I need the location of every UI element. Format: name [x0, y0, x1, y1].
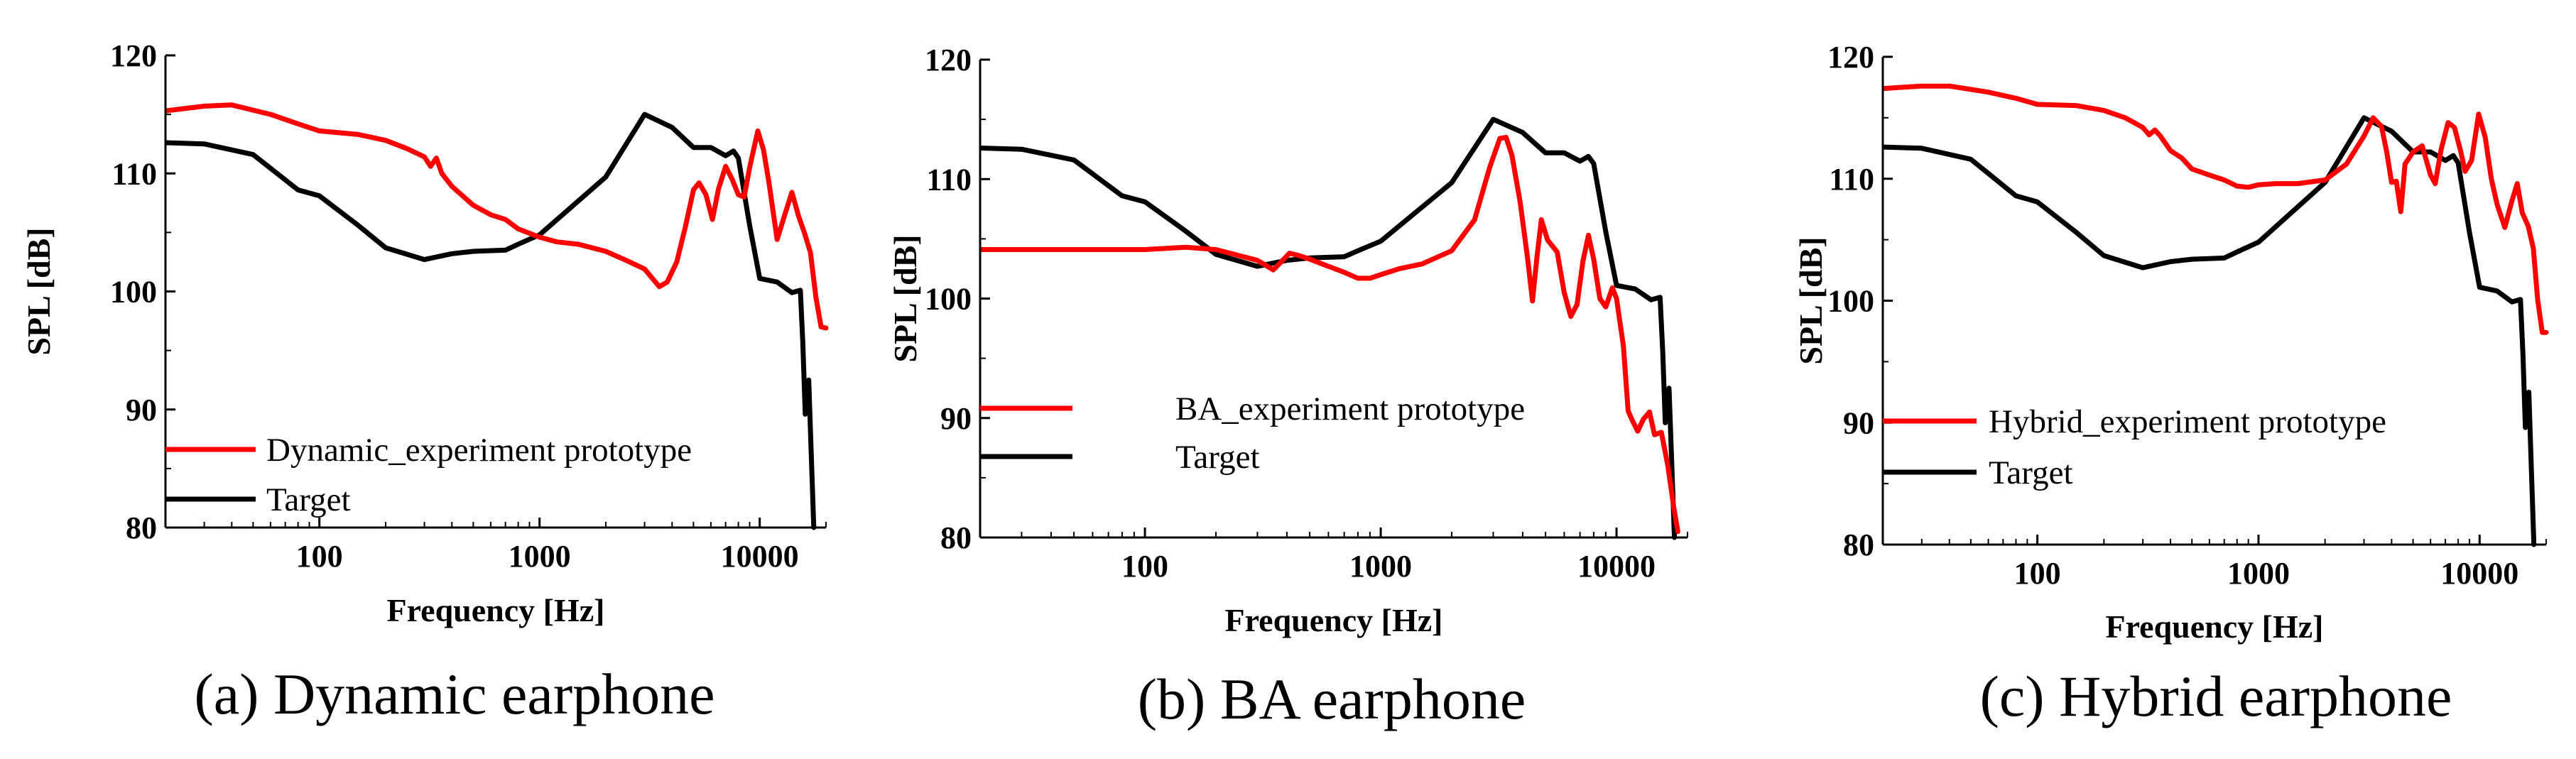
y-tick-label: 120 — [925, 43, 972, 77]
x-tick-label: 100 — [296, 539, 343, 574]
y-tick-label: 90 — [1843, 405, 1874, 440]
y-tick-label: 110 — [112, 156, 157, 191]
y-tick-label: 90 — [940, 401, 972, 436]
legend-label-prototype: Dynamic_experiment prototype — [266, 432, 692, 469]
y-tick-label: 120 — [110, 38, 157, 73]
x-tick-label: 100 — [2014, 556, 2061, 591]
y-tick-label: 80 — [1843, 528, 1874, 562]
chart-panel-a: 80 90 100 110 120 100 1000 10000 Frequency [Hz] S… — [21, 38, 829, 726]
x-tick-label: 10000 — [2440, 556, 2518, 591]
legend-label-prototype: BA_experiment prototype — [1175, 391, 1525, 427]
series-line-prototype — [1883, 83, 2549, 335]
y-tick-label: 110 — [1829, 162, 1874, 197]
x-tick-label: 1000 — [1349, 549, 1412, 584]
legend: BA_experiment prototype Target — [980, 391, 1525, 476]
y-tick-label: 120 — [1827, 40, 1874, 75]
y-tick-label: 100 — [110, 275, 157, 310]
series-line-target — [165, 111, 817, 530]
panel-caption: (b) BA earphone — [1138, 667, 1526, 731]
legend-label-target: Target — [1175, 439, 1260, 476]
y-tick-label: 80 — [940, 520, 972, 555]
y-axis-title: SPL [dB] — [1793, 236, 1829, 364]
y-axis-title: SPL [dB] — [887, 234, 923, 362]
legend: Hybrid_experiment prototype Target — [1883, 403, 2386, 491]
panel-caption: (a) Dynamic earphone — [194, 662, 714, 726]
series-line-prototype — [165, 102, 829, 331]
y-axis-title: SPL [dB] — [21, 227, 57, 355]
series-line-prototype — [980, 134, 1680, 535]
series-line-target — [980, 116, 1678, 540]
x-tick-label: 10000 — [721, 539, 799, 574]
x-tick-label: 1000 — [2227, 556, 2290, 591]
y-tick-label: 100 — [1827, 284, 1874, 319]
legend-label-prototype: Hybrid_experiment prototype — [1989, 403, 2386, 440]
y-tick-label: 90 — [126, 393, 157, 427]
x-axis-title: Frequency [Hz] — [386, 592, 604, 628]
x-tick-label: 100 — [1121, 549, 1168, 584]
x-tick-label: 1000 — [509, 539, 571, 574]
y-tick-label: 80 — [126, 510, 157, 545]
x-axis-title: Frequency [Hz] — [2105, 608, 2323, 645]
legend-label-target: Target — [266, 481, 351, 518]
y-tick-label: 100 — [925, 282, 972, 317]
legend: Dynamic_experiment prototype Target — [165, 432, 692, 518]
x-axis-title: Frequency [Hz] — [1224, 602, 1442, 638]
series-line-target — [1883, 115, 2537, 547]
chart-panel-b: 80 90 100 110 120 100 1000 10000 Frequency [Hz] S… — [887, 43, 1688, 731]
y-tick-label: 110 — [926, 162, 972, 197]
legend-label-target: Target — [1989, 454, 2073, 491]
chart-panel-c: 80 90 100 110 120 100 1000 10000 Frequency [Hz] S… — [1793, 40, 2549, 728]
panel-caption: (c) Hybrid earphone — [1980, 664, 2452, 728]
x-tick-label: 10000 — [1577, 549, 1656, 584]
